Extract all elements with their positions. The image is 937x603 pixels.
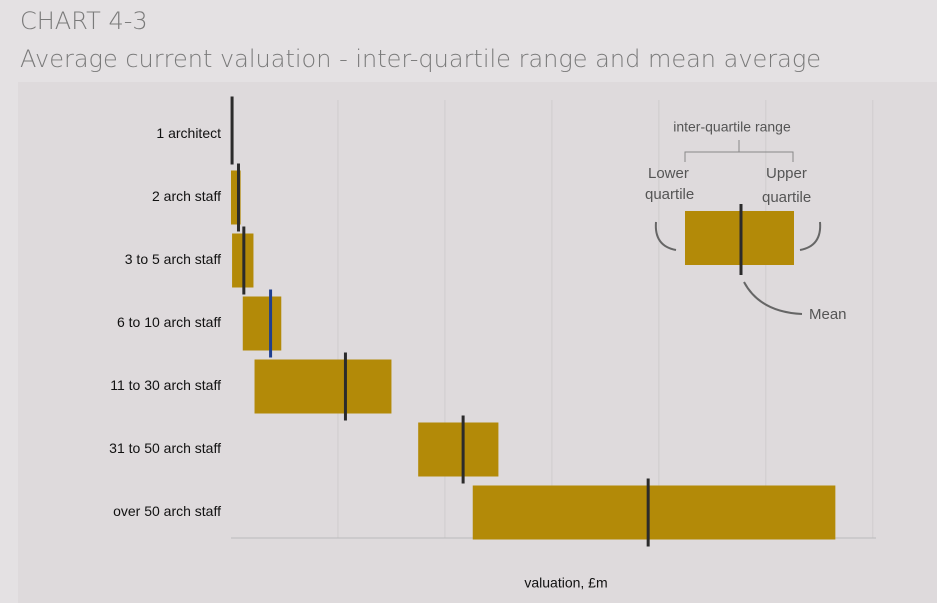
key-upper: Upper	[766, 165, 807, 182]
key-arrow	[654, 221, 677, 251]
key-arrow	[743, 281, 803, 315]
chart-subtitle: Average current valuation - inter-quarti…	[20, 45, 821, 73]
key-upper: quartile	[762, 189, 811, 206]
key-bracket	[684, 140, 794, 162]
key-title: inter-quartile range	[673, 119, 791, 135]
y-tick-label: over 50 arch staff	[113, 503, 221, 519]
key-lower: quartile	[645, 186, 694, 203]
bar	[254, 359, 392, 414]
bar	[231, 170, 241, 225]
bar	[418, 422, 499, 477]
key-lower: Lower	[648, 165, 689, 182]
y-tick-label: 1 architect	[156, 125, 221, 141]
key-arrow	[799, 221, 822, 251]
y-tick-label: 31 to 50 arch staff	[109, 440, 221, 456]
y-tick-label: 11 to 30 arch staff	[110, 377, 221, 393]
y-tick-label: 3 to 5 arch staff	[125, 251, 221, 267]
y-tick-label: 2 arch staff	[152, 188, 221, 204]
chart-title: CHART 4-3	[20, 7, 148, 35]
y-tick-label: 6 to 10 arch staff	[117, 314, 221, 330]
bar	[242, 296, 282, 351]
bar	[472, 485, 836, 540]
key: inter-quartile range Lower quartile Uppe…	[645, 119, 847, 323]
x-axis-label: valuation, £m	[524, 575, 607, 591]
key-mean: Mean	[809, 306, 847, 323]
